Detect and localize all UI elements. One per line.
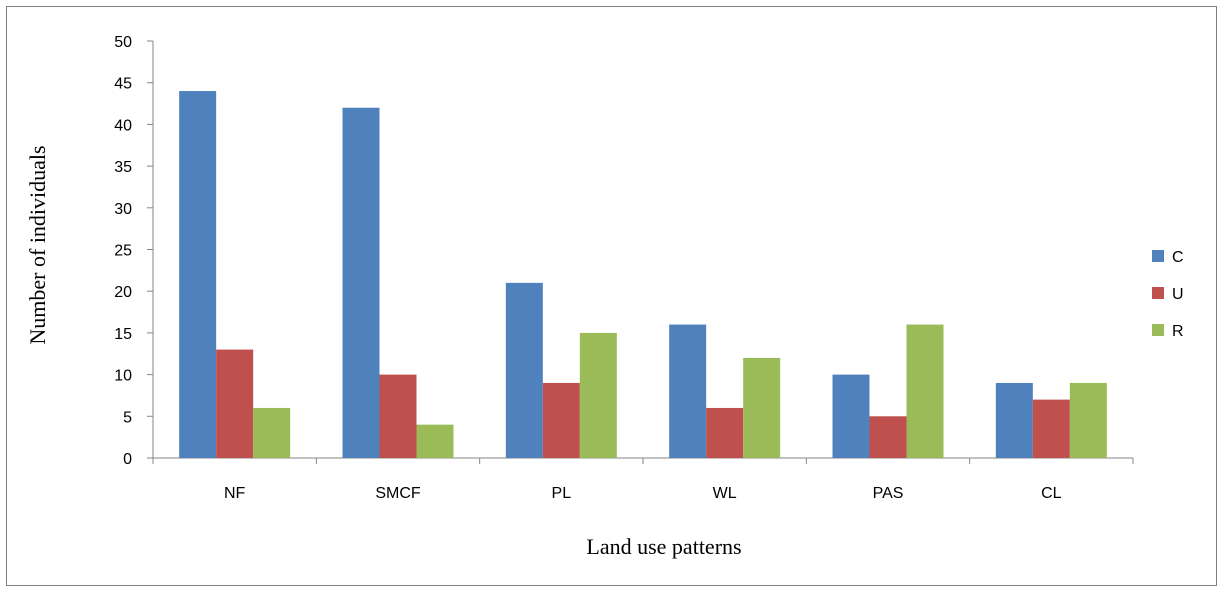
y-tick-label: 30	[114, 201, 132, 218]
bar-c-nf	[179, 91, 217, 458]
bar-c-wl	[669, 324, 707, 458]
x-tick-label: WL	[713, 485, 737, 502]
x-tick-label: PAS	[873, 485, 904, 502]
y-tick-label: 10	[114, 368, 132, 385]
y-tick-label: 50	[114, 34, 132, 51]
x-axis-title: Land use patterns	[586, 534, 741, 559]
bar-r-pas	[906, 324, 944, 458]
x-tick-label: CL	[1041, 485, 1062, 502]
legend-swatch-c	[1152, 250, 1164, 262]
bar-c-cl	[995, 382, 1033, 458]
y-tick-label: 45	[114, 76, 132, 93]
bar-c-pl	[505, 282, 543, 458]
bar-r-smcf	[416, 424, 454, 458]
legend-swatch-u	[1152, 287, 1164, 299]
x-tick-label: PL	[552, 485, 572, 502]
tick-labels: 0 5 10 15 20 25 30 35 40 45 50 NF SMCF PL WL PAS CL	[114, 34, 1061, 502]
axes	[147, 40, 1134, 464]
bar-c-smcf	[342, 107, 380, 458]
bar-r-pl	[579, 332, 617, 458]
y-axis-title: Number of individuals	[25, 145, 50, 344]
y-tick-label: 40	[114, 117, 132, 134]
y-tick-label: 20	[114, 284, 132, 301]
y-tick-label: 15	[114, 326, 132, 343]
bar-u-pl	[542, 382, 580, 458]
legend-label-c: C	[1172, 249, 1184, 266]
bar-r-nf	[253, 407, 291, 458]
y-tick-label: 5	[123, 409, 132, 426]
legend-swatch-r	[1152, 324, 1164, 336]
bar-r-wl	[743, 357, 781, 458]
x-tick-label: NF	[224, 485, 246, 502]
y-tick-label: 35	[114, 159, 132, 176]
legend-label-u: U	[1172, 286, 1184, 303]
legend: C U R	[1152, 249, 1184, 340]
bar-u-pas	[869, 416, 907, 458]
bar-c-pas	[832, 374, 870, 458]
y-tick-label: 25	[114, 243, 132, 260]
bar-u-wl	[706, 407, 744, 458]
bar-u-smcf	[379, 374, 417, 458]
bar-r-cl	[1069, 382, 1107, 458]
legend-label-r: R	[1172, 323, 1184, 340]
y-tick-label: 0	[123, 451, 132, 468]
bars	[179, 91, 1107, 458]
x-tick-label: SMCF	[375, 485, 421, 502]
bar-u-cl	[1032, 399, 1070, 458]
bar-u-nf	[216, 349, 254, 458]
